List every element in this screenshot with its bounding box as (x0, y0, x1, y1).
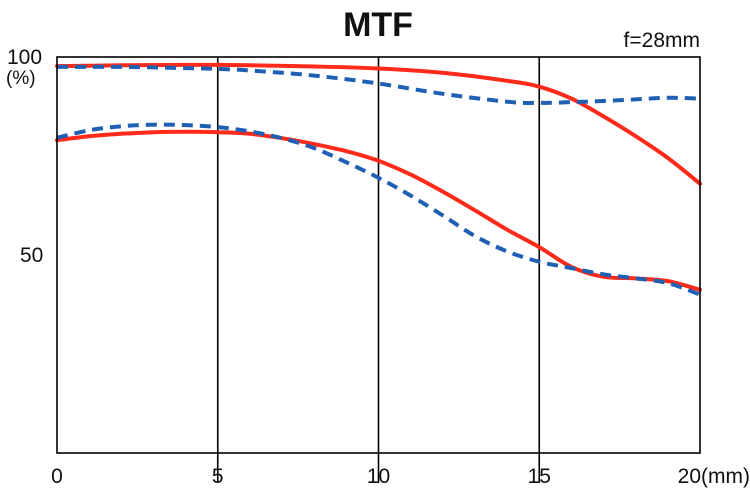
y-tick-label: 50 (20, 244, 43, 267)
chart-title: MTF (343, 6, 413, 44)
x-tick-label: 5 (212, 465, 224, 488)
focal-length-annotation: f=28mm (624, 29, 700, 52)
series-line-0 (55, 62, 702, 186)
y-tick-labels: 100 50 (7, 46, 43, 267)
x-tick-label: 20 (678, 465, 701, 488)
x-tick-label: 10 (367, 465, 390, 488)
plot-frame (56, 56, 701, 454)
x-axis-unit-label: (mm) (701, 465, 750, 488)
series-line-3 (56, 122, 701, 297)
series-layer (55, 62, 702, 297)
series-line-1 (56, 64, 701, 105)
series-line-2 (55, 129, 702, 292)
x-tick-labels: 0 5 10 15 20 (51, 465, 701, 488)
x-tick-label: 0 (51, 465, 63, 488)
y-tick-label: 100 (7, 46, 42, 69)
x-tick-label: 15 (528, 465, 551, 488)
y-axis-unit-label: (%) (6, 68, 36, 89)
gridlines (216, 57, 541, 483)
